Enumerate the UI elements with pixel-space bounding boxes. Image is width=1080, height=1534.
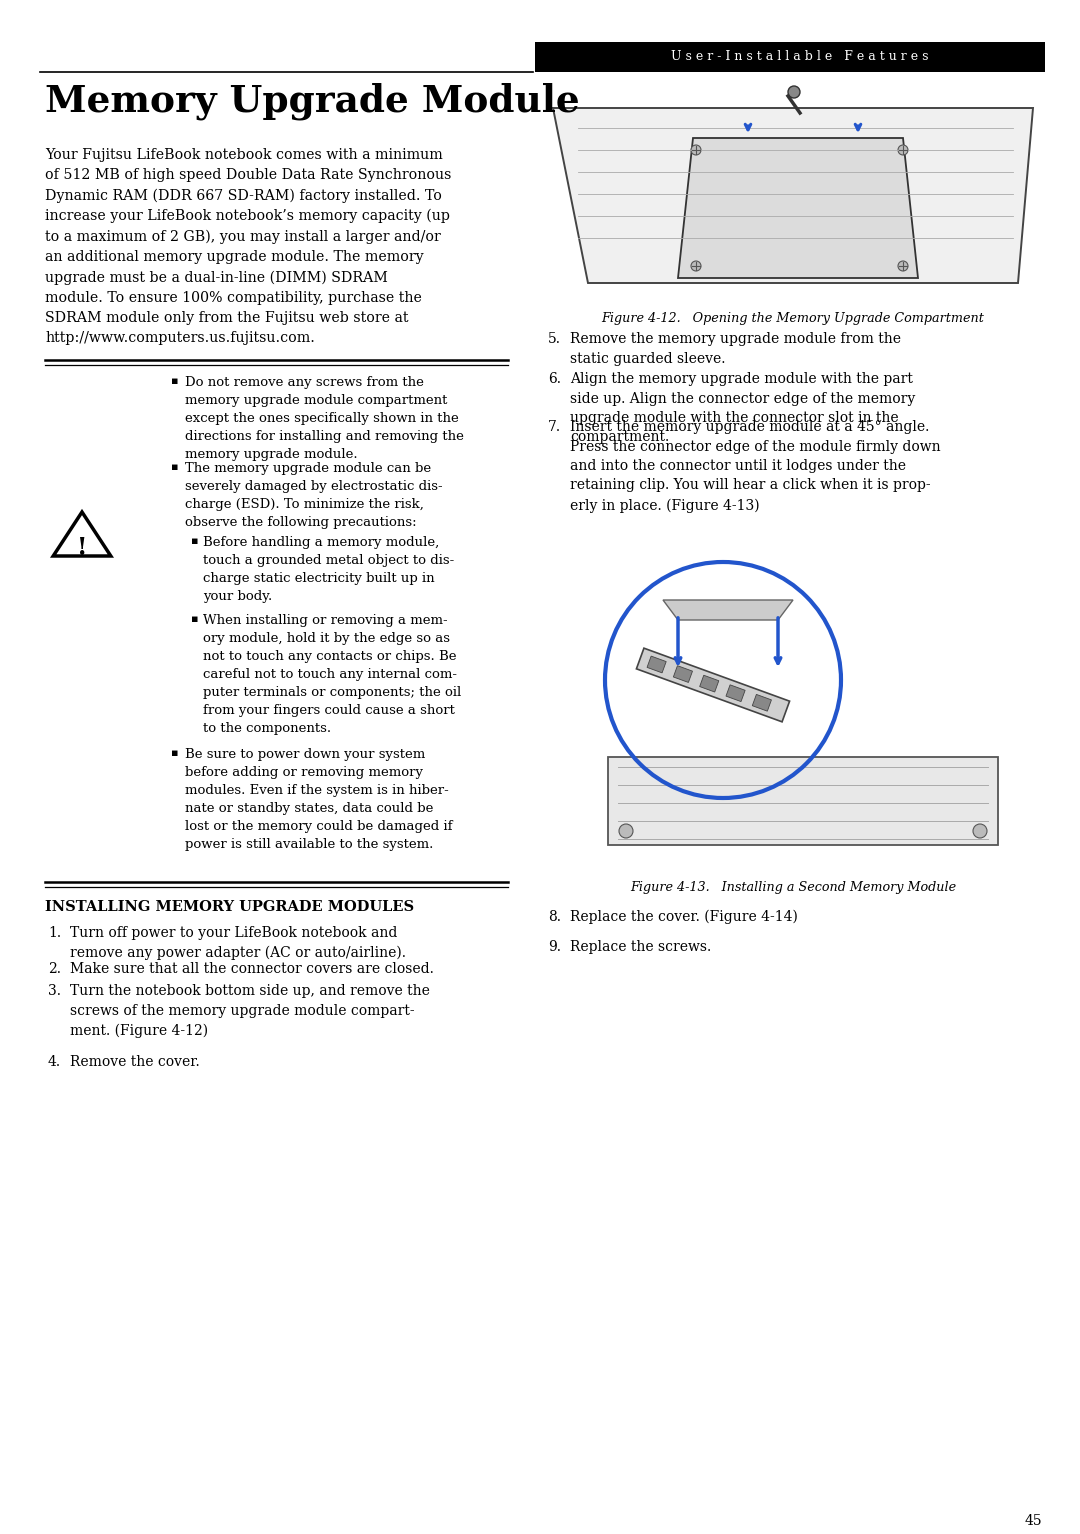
Text: When installing or removing a mem-
ory module, hold it by the edge so as
not to : When installing or removing a mem- ory m…	[203, 614, 461, 735]
Text: 8.: 8.	[548, 910, 561, 923]
Text: Insert the memory upgrade module at a 45° angle.
Press the connector edge of the: Insert the memory upgrade module at a 45…	[570, 420, 941, 512]
Text: Remove the cover.: Remove the cover.	[70, 1055, 200, 1069]
Text: 3.: 3.	[48, 983, 60, 999]
Text: U s e r - I n s t a l l a b l e   F e a t u r e s: U s e r - I n s t a l l a b l e F e a t …	[672, 51, 929, 63]
Text: 2.: 2.	[48, 962, 60, 976]
Polygon shape	[726, 684, 745, 701]
Circle shape	[691, 261, 701, 272]
Text: Be sure to power down your system
before adding or removing memory
modules. Even: Be sure to power down your system before…	[185, 749, 453, 851]
Polygon shape	[753, 695, 771, 712]
Text: Replace the screws.: Replace the screws.	[570, 940, 712, 954]
Text: 5.: 5.	[548, 331, 561, 347]
Polygon shape	[647, 657, 666, 673]
Polygon shape	[636, 649, 789, 723]
Text: ▪: ▪	[171, 376, 178, 387]
Text: 45: 45	[1024, 1514, 1042, 1528]
Text: 7.: 7.	[548, 420, 562, 434]
Text: !: !	[77, 535, 87, 560]
Polygon shape	[663, 600, 793, 620]
Text: 6.: 6.	[548, 373, 561, 387]
Text: 4.: 4.	[48, 1055, 62, 1069]
Text: Memory Upgrade Module: Memory Upgrade Module	[45, 81, 580, 120]
Text: ▪: ▪	[191, 614, 199, 624]
Text: Turn off power to your LifeBook notebook and
remove any power adapter (AC or aut: Turn off power to your LifeBook notebook…	[70, 927, 406, 960]
Text: Figure 4-12.   Opening the Memory Upgrade Compartment: Figure 4-12. Opening the Memory Upgrade …	[602, 311, 985, 325]
Polygon shape	[700, 675, 719, 692]
Text: 9.: 9.	[548, 940, 561, 954]
Text: Do not remove any screws from the
memory upgrade module compartment
except the o: Do not remove any screws from the memory…	[185, 376, 464, 462]
Polygon shape	[553, 107, 1032, 282]
Polygon shape	[673, 666, 692, 683]
Polygon shape	[678, 138, 918, 278]
Text: ▪: ▪	[171, 749, 178, 758]
Text: Before handling a memory module,
touch a grounded metal object to dis-
charge st: Before handling a memory module, touch a…	[203, 535, 455, 603]
Circle shape	[691, 146, 701, 155]
Text: 1.: 1.	[48, 927, 62, 940]
Circle shape	[619, 824, 633, 838]
Circle shape	[973, 824, 987, 838]
Bar	[535, 41, 1045, 72]
Circle shape	[897, 146, 908, 155]
Text: Figure 4-13.   Installing a Second Memory Module: Figure 4-13. Installing a Second Memory …	[630, 881, 956, 894]
Text: Align the memory upgrade module with the part
side up. Align the connector edge : Align the memory upgrade module with the…	[570, 373, 915, 445]
Text: Replace the cover. (Figure 4-14): Replace the cover. (Figure 4-14)	[570, 910, 798, 925]
Text: Remove the memory upgrade module from the
static guarded sleeve.: Remove the memory upgrade module from th…	[570, 331, 901, 365]
Text: INSTALLING MEMORY UPGRADE MODULES: INSTALLING MEMORY UPGRADE MODULES	[45, 900, 414, 914]
Text: Make sure that all the connector covers are closed.: Make sure that all the connector covers …	[70, 962, 434, 976]
Bar	[608, 756, 998, 845]
Text: Your Fujitsu LifeBook notebook comes with a minimum
of 512 MB of high speed Doub: Your Fujitsu LifeBook notebook comes wit…	[45, 147, 451, 345]
Text: Turn the notebook bottom side up, and remove the
screws of the memory upgrade mo: Turn the notebook bottom side up, and re…	[70, 983, 430, 1037]
Text: ▪: ▪	[171, 462, 178, 472]
Circle shape	[897, 261, 908, 272]
Text: The memory upgrade module can be
severely damaged by electrostatic dis-
charge (: The memory upgrade module can be severel…	[185, 462, 443, 529]
Text: ▪: ▪	[191, 535, 199, 546]
Circle shape	[788, 86, 800, 98]
